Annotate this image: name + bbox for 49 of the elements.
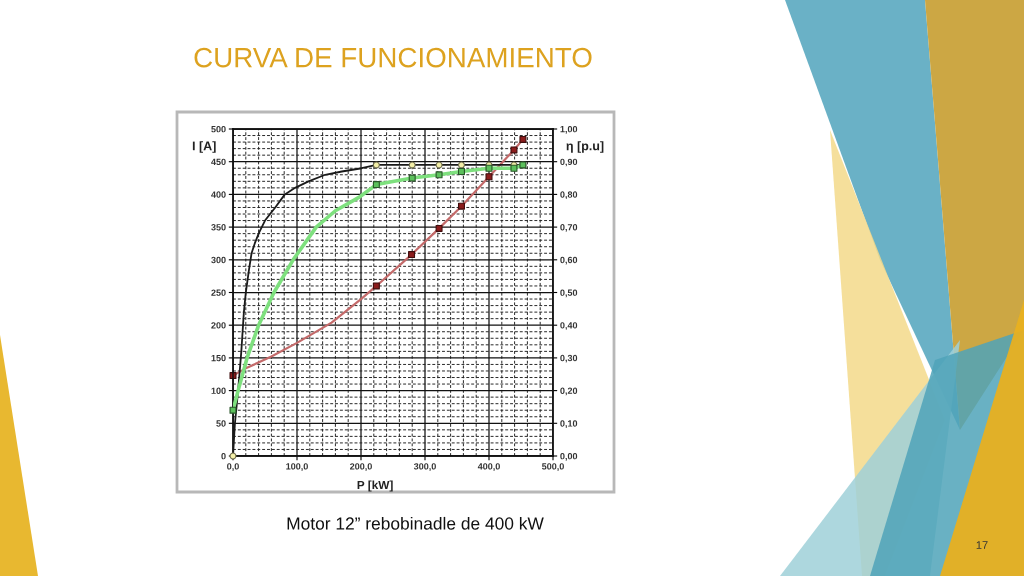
point xyxy=(457,168,465,176)
x-tick-label: 100,0 xyxy=(286,463,308,471)
text: 17 xyxy=(976,541,988,549)
y-tick-label: 350 xyxy=(211,224,226,231)
y-tick-label: 200 xyxy=(211,322,226,329)
y-tick-label: 500 xyxy=(211,125,226,133)
point xyxy=(229,406,237,414)
x-tick-label: 300,0 xyxy=(413,463,436,471)
point xyxy=(519,135,527,143)
x-tick-label: 0,0 xyxy=(227,463,239,471)
y-axis-title: I [A] xyxy=(192,141,216,153)
point xyxy=(485,173,493,181)
y2-tick-label: 0,40 xyxy=(560,322,578,330)
y2-tick-label: 0,70 xyxy=(560,224,578,232)
y2-tick-label: 0,80 xyxy=(560,191,578,200)
point xyxy=(510,146,518,154)
point xyxy=(372,161,380,169)
x-tick-label: 400,0 xyxy=(477,463,500,471)
chart-title: CURVA DE FUNCIONAMIENTO xyxy=(194,47,592,68)
y2-tick-label: 0,20 xyxy=(560,387,578,396)
text: Motor 12” rebobinadle de 400 kW xyxy=(287,516,544,530)
y2-tick-label: 0,90 xyxy=(560,158,578,167)
point xyxy=(408,174,416,182)
point xyxy=(435,224,443,232)
point xyxy=(457,202,465,210)
y-tick-label: 100 xyxy=(211,387,226,394)
y-tick-label: 50 xyxy=(216,420,226,427)
y2-tick-label: 0,50 xyxy=(560,289,578,298)
y-tick-label: 0 xyxy=(221,452,226,460)
y-tick-label: 250 xyxy=(211,289,226,296)
y2-tick-label: 0,30 xyxy=(560,354,578,363)
point xyxy=(372,181,380,189)
point xyxy=(457,161,465,169)
x-tick-label: 500,0 xyxy=(541,463,564,471)
y2-tick-label: 0,00 xyxy=(560,452,578,461)
y-tick-label: 450 xyxy=(211,158,226,166)
point xyxy=(408,251,416,259)
y-tick-label: 300 xyxy=(211,256,226,264)
x-tick-label: 200,0 xyxy=(350,463,372,471)
y-tick-label: 400 xyxy=(211,191,226,198)
x-axis-title: P [kW] xyxy=(357,480,393,492)
y2-axis-title: η [p.u] xyxy=(566,141,604,153)
y-tick-label: 150 xyxy=(211,354,226,362)
point xyxy=(408,161,416,169)
y2-tick-label: 0,10 xyxy=(560,420,578,428)
point xyxy=(372,282,380,290)
y2-tick-label: 0,60 xyxy=(560,256,578,265)
y2-tick-label: 1,00 xyxy=(560,125,578,134)
point xyxy=(435,171,443,179)
